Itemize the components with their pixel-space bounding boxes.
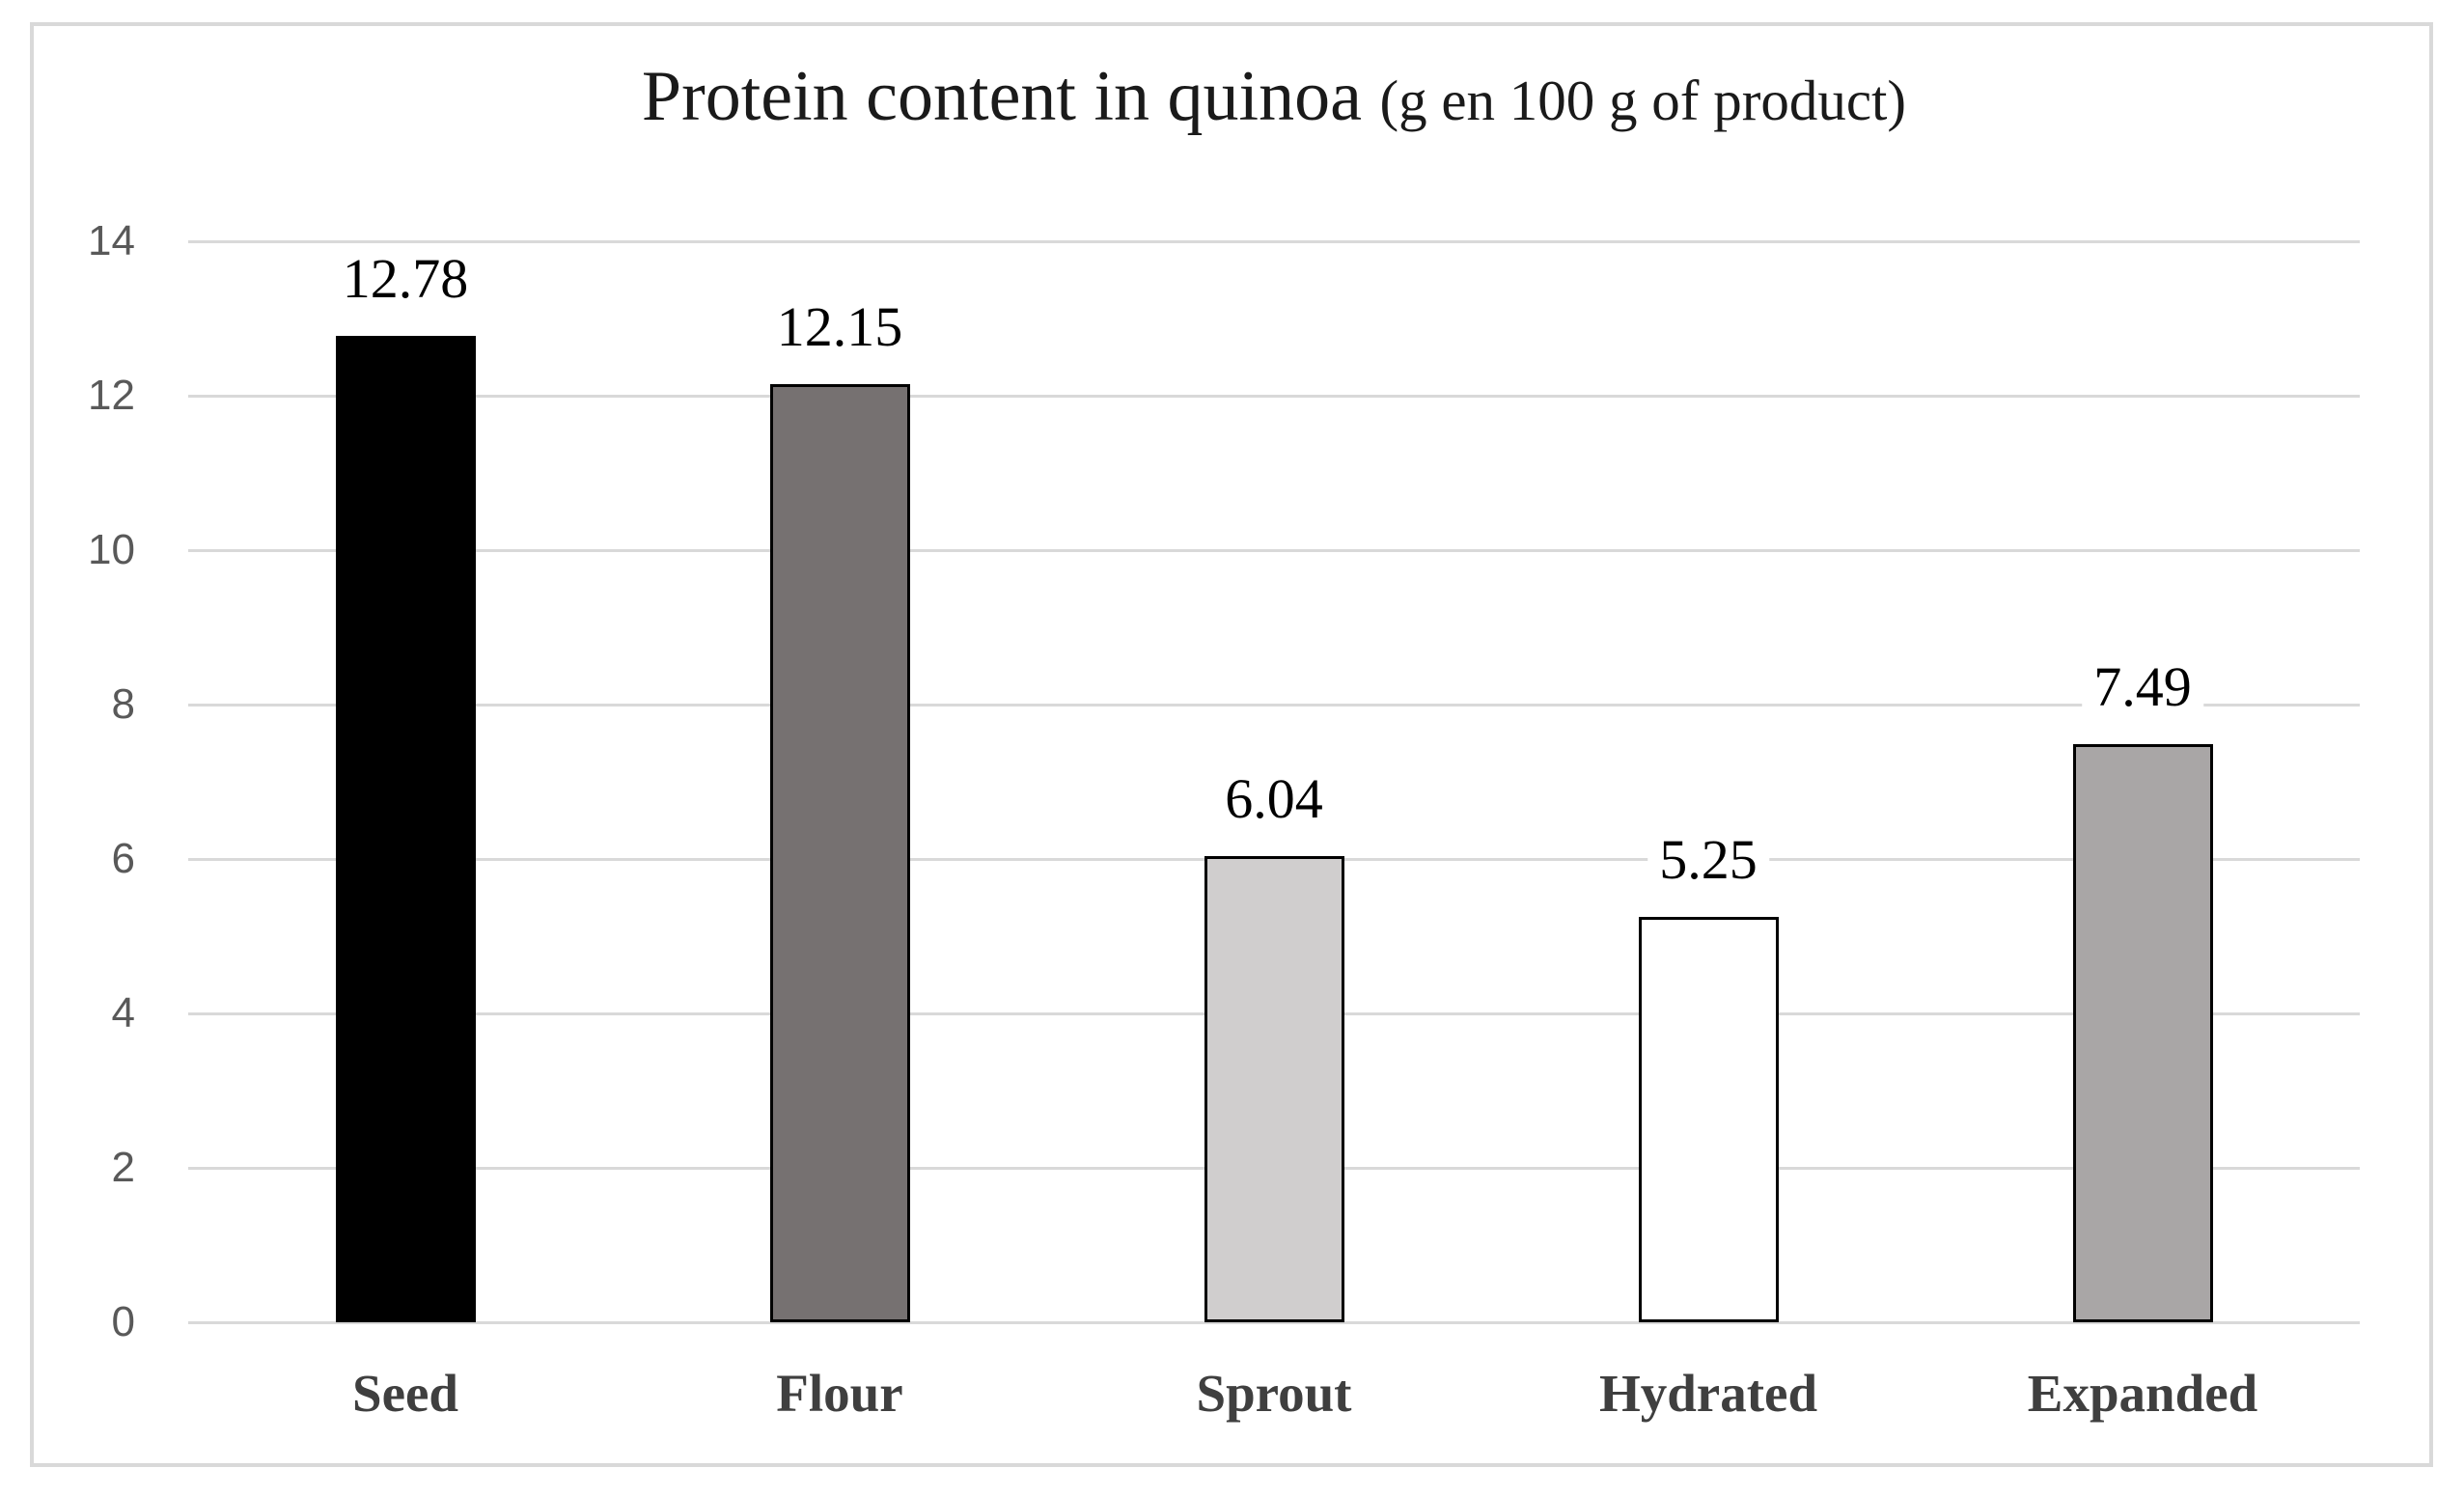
- y-axis-tick-label: 6: [111, 835, 135, 882]
- bar-data-label: 6.04: [1213, 766, 1335, 831]
- y-axis-tick-label: 10: [88, 526, 135, 573]
- bar-sprout: [1204, 855, 1344, 1322]
- bar-data-label: 7.49: [2082, 654, 2203, 719]
- gridline: [188, 394, 2360, 398]
- x-axis-category-label: Expanded: [2027, 1364, 2258, 1423]
- bar-data-label: 12.78: [330, 246, 481, 311]
- gridline: [188, 1320, 2360, 1324]
- y-axis-tick-label: 14: [88, 217, 135, 264]
- y-axis-tick-label: 0: [111, 1298, 135, 1345]
- chart-title: Protein content in quinoa (g en 100 g of…: [188, 56, 2360, 138]
- bar-data-label: 12.15: [764, 295, 915, 359]
- x-axis-category-label: Hydrated: [1598, 1364, 1818, 1423]
- gridline: [188, 548, 2360, 552]
- y-axis-tick-label: 8: [111, 680, 135, 728]
- bar-flour: [769, 384, 910, 1322]
- x-axis-category-label: Sprout: [1196, 1364, 1352, 1423]
- y-axis-tick-label: 2: [111, 1144, 135, 1191]
- chart-title-subtitle: (g en 100 g of product): [1379, 69, 1907, 132]
- gridline: [188, 239, 2360, 243]
- chart-title-main: Protein content in quinoa: [641, 57, 1380, 136]
- y-axis-tick-label: 4: [111, 989, 135, 1037]
- gridline: [188, 703, 2360, 706]
- x-axis-category-label: Seed: [352, 1364, 458, 1423]
- bar-hydrated: [1638, 917, 1779, 1322]
- bar-seed: [335, 335, 476, 1322]
- bar-data-label: 5.25: [1647, 828, 1769, 892]
- plot-area: [188, 239, 2360, 1324]
- x-axis-category-label: Flour: [776, 1364, 903, 1423]
- y-axis-tick-label: 12: [88, 372, 135, 419]
- bar-expanded: [2072, 743, 2213, 1322]
